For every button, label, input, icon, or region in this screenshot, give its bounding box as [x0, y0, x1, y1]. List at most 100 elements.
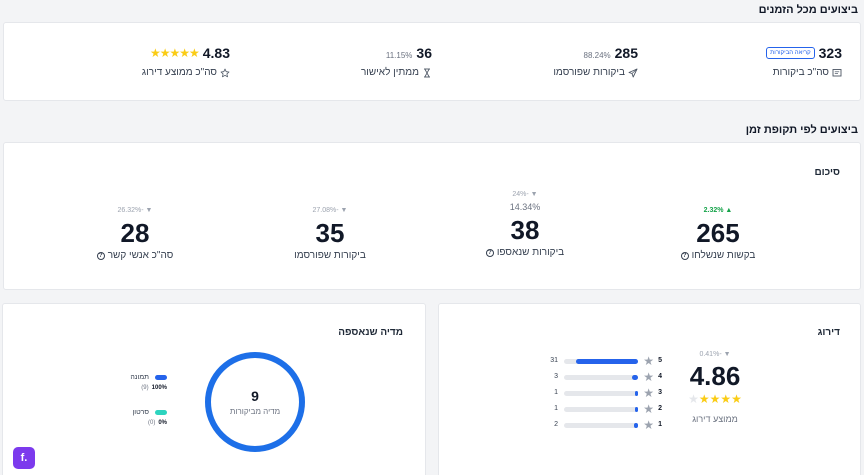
rating-row-count: 2 — [554, 421, 558, 428]
published-value: 285 — [614, 45, 638, 61]
contacts-delta: ▼ -26.32% — [117, 207, 153, 214]
rating-stars: ★★★★★ — [688, 392, 742, 406]
rating-row-1: 1 ★ 2 — [532, 418, 662, 432]
info-icon[interactable]: ? — [485, 248, 494, 257]
rating-row-star-label: 1 — [658, 421, 662, 428]
rating-summary: ▼ -0.41% 4.86 ★★★★★ ממוצע דירוג — [680, 351, 750, 424]
contacts-label: סה"כ אנשי קשר — [107, 250, 174, 261]
legend-percent-video: 0% — [158, 420, 167, 426]
summary-title: סיכום — [814, 167, 840, 178]
total-reviews-label: סה"כ ביקורות — [772, 67, 829, 78]
pending-label: ממתין לאישור — [360, 67, 419, 78]
legend-count-video: (0) — [147, 420, 156, 426]
legend-label-video: סרטון — [132, 409, 149, 416]
total-reviews-value: 323 — [818, 45, 842, 61]
rating-row-bar-fill — [635, 407, 638, 412]
media-title: מדיה שנאספה — [338, 327, 403, 338]
rating-row-5: 5 ★ 31 — [532, 354, 662, 368]
rating-delta: ▼ -0.41% — [699, 351, 731, 358]
requests-value: 265 — [696, 218, 740, 248]
chat-widget-logo: f. — [20, 452, 28, 464]
legend-item-image: תמונה 100% (9) — [103, 374, 167, 391]
star-icon: ★ — [643, 386, 654, 400]
all-time-card: 323 קריאה הביקורות סה"כ ביקורות 285 88.2… — [3, 22, 861, 101]
star-icon: ★ — [643, 370, 654, 384]
media-total: 9 — [251, 388, 259, 404]
rating-row-bar-track — [564, 423, 638, 428]
collected-label: ביקורות שנאספו — [496, 247, 565, 258]
rating-row-3: 3 ★ 1 — [532, 386, 662, 400]
rating-row-bar-track — [564, 375, 638, 380]
summary-card: סיכום ▲ 2.32% 265 בקשות שנשלחו? ▼ -24% 1… — [3, 142, 861, 290]
legend-swatch-image — [155, 375, 167, 380]
rating-row-bar-fill — [632, 375, 638, 380]
star-outline-icon — [220, 68, 230, 77]
chat-widget-button[interactable]: f. — [13, 447, 35, 469]
rating-label: ממוצע דירוג — [692, 414, 738, 424]
collected-stat: ▼ -24% 14.34% 38 ביקורות שנאספו? — [480, 191, 570, 258]
requests-label: בקשות שנשלחו — [691, 250, 756, 261]
published-label: ביקורות שפורסמו — [553, 67, 625, 78]
published-period-label: ביקורות שפורסמו — [294, 250, 366, 261]
rating-row-bar-track — [564, 391, 638, 396]
pending-value: 36 — [416, 45, 432, 61]
legend-count-image: (9) — [141, 385, 149, 391]
rating-row-4: 4 ★ 3 — [532, 370, 662, 384]
published-period-value: 35 — [315, 218, 345, 248]
media-card: מדיה שנאספה 9 מדיה מביקורות תמונה 100% (… — [2, 303, 426, 475]
contacts-value: 28 — [120, 218, 150, 248]
rating-card: דירוג ▼ -0.41% 4.86 ★★★★★ ממוצע דירוג 5 ★… — [438, 303, 861, 475]
star-icon: ★ — [643, 402, 654, 416]
legend-percent-image: 100% — [151, 385, 167, 391]
pending-percent: 11.15% — [385, 51, 413, 60]
hourglass-icon — [424, 68, 430, 77]
rating-row-star-label: 4 — [658, 373, 662, 380]
rating-title: דירוג — [817, 327, 840, 338]
published-percent: 88.24% — [583, 51, 611, 60]
collected-rate: 14.34% — [509, 202, 541, 212]
info-icon[interactable]: ? — [96, 251, 105, 260]
info-icon[interactable]: ? — [680, 251, 689, 260]
rating-row-bar-track — [564, 407, 638, 412]
contacts-stat: ▼ -26.32% 28 סה"כ אנשי קשר? — [85, 207, 185, 261]
rating-row-bar-fill — [576, 359, 638, 364]
send-icon — [628, 68, 638, 77]
rating-row-2: 2 ★ 1 — [532, 402, 662, 416]
period-title: ביצועים לפי תקופת זמן — [745, 124, 858, 136]
avg-rating-stat: 4.83 ★★★★★ סה"כ ממוצע דירוג — [130, 45, 230, 78]
review-icon — [832, 68, 842, 76]
media-donut — [205, 352, 305, 452]
rating-row-bar-track — [564, 359, 638, 364]
collected-value: 38 — [510, 215, 540, 245]
rating-row-count: 1 — [554, 389, 558, 396]
published-period-stat: ▼ -27.08% 35 ביקורות שפורסמו — [285, 207, 375, 261]
media-total-label: מדיה מביקורות — [229, 407, 281, 416]
media-donut-image-arc — [205, 352, 305, 452]
rating-row-bar-fill — [634, 423, 638, 428]
star-icon: ★ — [643, 354, 654, 368]
rating-row-count: 3 — [554, 373, 558, 380]
avg-rating-value: 4.83 — [202, 45, 230, 61]
rating-row-star-label: 5 — [658, 357, 662, 364]
collected-delta: ▼ -24% — [512, 191, 538, 198]
pending-stat: 36 11.15% ממתין לאישור — [342, 45, 432, 78]
legend-label-image: תמונה — [130, 374, 149, 381]
legend-swatch-video — [155, 410, 167, 415]
requests-delta: ▲ 2.32% — [703, 207, 733, 214]
published-period-delta: ▼ -27.08% — [312, 207, 348, 214]
rating-breakdown: 5 ★ 31 4 ★ 3 3 ★ 1 2 ★ 1 1 ★ 2 — [532, 354, 662, 436]
rating-row-count: 31 — [550, 357, 558, 364]
avg-rating-label: סה"כ ממוצע דירוג — [141, 67, 217, 78]
rating-row-count: 1 — [554, 405, 558, 412]
rating-row-star-label: 3 — [658, 389, 662, 396]
legend-item-video: סרטון 0% (0) — [103, 409, 167, 426]
avg-rating-stars: ★★★★★ — [149, 46, 200, 60]
media-legend: תמונה 100% (9) סרטון 0% (0) — [103, 374, 167, 426]
media-center: 9 מדיה מביקורות — [203, 388, 307, 416]
rating-row-star-label: 2 — [658, 405, 662, 412]
published-stat: 285 88.24% ביקורות שפורסמו — [528, 45, 638, 78]
read-reviews-badge[interactable]: קריאה הביקורות — [766, 47, 815, 59]
requests-stat: ▲ 2.32% 265 בקשות שנשלחו? — [676, 207, 760, 261]
rating-value: 4.86 — [689, 361, 741, 391]
all-time-title: ביצועים מכל הזמנים — [758, 4, 858, 16]
